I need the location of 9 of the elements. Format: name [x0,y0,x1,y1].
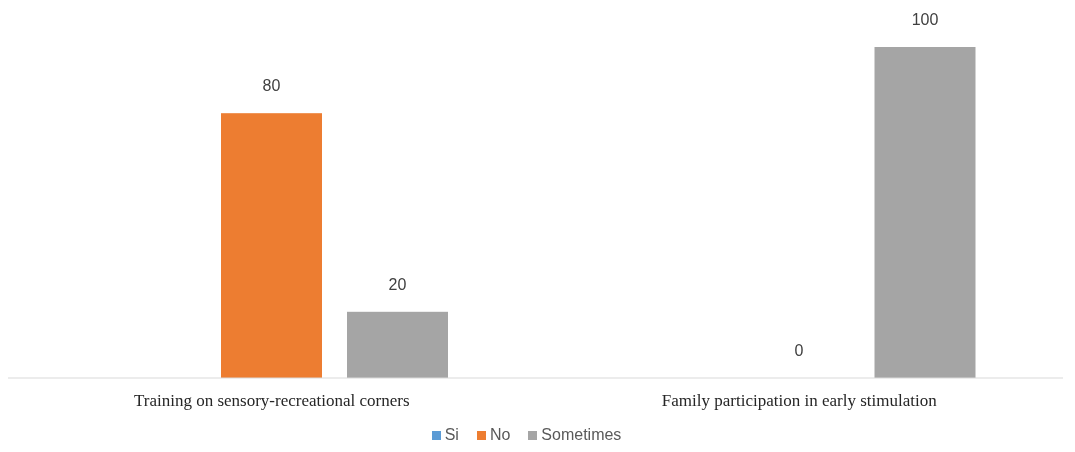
legend-label: Sometimes [541,426,622,443]
data-label: 0 [794,342,804,359]
legend-label: No [489,426,511,443]
data-label: 20 [388,275,407,293]
data-label: 80 [262,77,281,95]
legend-label: Si [444,426,459,443]
x-tick-label: Family participation in early stimulation [661,391,938,411]
x-tick-label: Training on sensory-recreational corners [133,391,410,411]
data-label: 100 [911,11,939,28]
